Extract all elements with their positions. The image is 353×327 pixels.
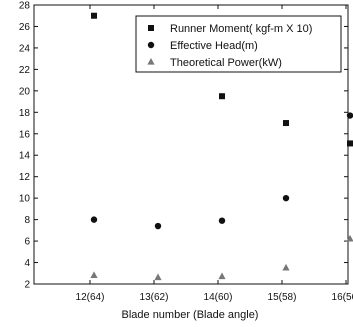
y-tick-label: 16 <box>19 129 31 140</box>
y-tick-label: 14 <box>19 151 31 162</box>
x-axis: 12(64) 13(62) 14(60) 15(58) 16(56) <box>76 5 353 303</box>
data-point-triangle <box>218 272 226 280</box>
y-tick-label: 2 <box>24 280 30 291</box>
y-tick-label: 24 <box>19 43 31 54</box>
y-tick-label: 12 <box>19 172 31 183</box>
y-tick-label: 10 <box>19 194 31 205</box>
data-point-triangle <box>154 273 162 281</box>
y-tick-label: 26 <box>19 22 31 33</box>
y-tick-label: 4 <box>24 258 30 269</box>
y-tick-label: 28 <box>19 1 31 12</box>
data-point-circle <box>90 216 98 223</box>
data-point-square <box>219 93 225 100</box>
legend-label: Effective Head(m) <box>170 40 258 52</box>
legend-marker-triangle <box>147 58 155 65</box>
data-point-square <box>347 140 353 147</box>
x-axis-label: Blade number (Blade angle) <box>122 309 259 321</box>
y-tick-label: 22 <box>19 65 31 76</box>
data-point-circle <box>282 194 290 202</box>
data-point-triangle <box>282 263 290 271</box>
legend-box <box>135 15 342 73</box>
y-tick-label: 18 <box>19 108 31 119</box>
data-point-square <box>91 12 97 19</box>
x-tick-label: 16(56) <box>332 292 353 303</box>
data-point-triangle <box>90 271 98 279</box>
x-tick-label: 12(64) <box>76 292 105 303</box>
data-point-circle <box>218 217 226 224</box>
y-tick-label: 8 <box>24 215 30 226</box>
legend: Runner Moment( kgf-m X 10) Effective Head… <box>135 15 342 73</box>
legend-marker-square <box>148 25 154 31</box>
data-point-circle <box>346 112 353 119</box>
x-tick-label: 13(62) <box>140 292 169 303</box>
data-point-square <box>283 120 289 127</box>
x-tick-label: 14(60) <box>204 292 233 303</box>
legend-marker-circle <box>147 41 155 49</box>
data-point-circle <box>154 222 162 230</box>
x-tick-label: 15(58) <box>268 292 297 303</box>
legend-label: Theoretical Power(kW) <box>170 57 282 69</box>
data-point-triangle <box>346 234 353 242</box>
legend-label: Runner Moment( kgf-m X 10) <box>170 23 312 35</box>
y-tick-label: 6 <box>24 237 30 248</box>
data-points <box>90 12 353 281</box>
y-tick-label: 20 <box>19 86 31 97</box>
